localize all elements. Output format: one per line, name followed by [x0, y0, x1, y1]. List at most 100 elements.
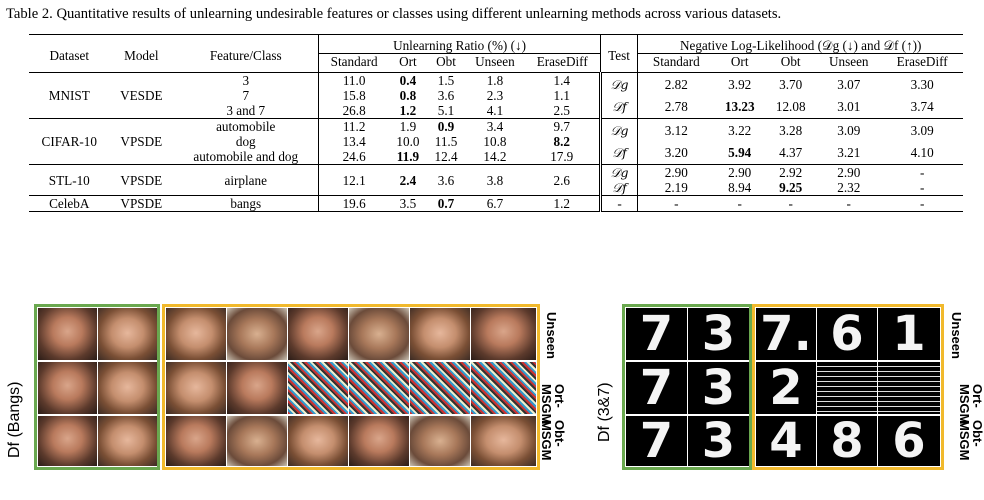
- face-image: [98, 416, 157, 466]
- cell-ratio-obt: 3.6: [437, 172, 455, 188]
- face-image: [471, 416, 536, 466]
- cell-nll-erasediff: 3.30 3.74: [910, 76, 934, 114]
- face-image: [410, 308, 470, 360]
- cell-ratio-ort: 2.4: [399, 172, 417, 188]
- cell-features: 3 7 3 and 7: [226, 73, 266, 118]
- left-green-panel: [34, 304, 160, 470]
- face-image: [410, 416, 470, 466]
- sub-nll-obt: Obt: [780, 54, 801, 69]
- cell-nll-obt: 3.28 4.37: [779, 122, 803, 160]
- header-test: Test: [599, 34, 638, 73]
- cell-nll-ort: -: [737, 196, 742, 211]
- cell-ratio-standard: 19.6: [318, 195, 389, 212]
- cell-ratio-erasediff: 9.7 8.2 17.9: [550, 119, 574, 164]
- header-dataset: Dataset: [29, 34, 110, 73]
- cell-nll-standard: 2.90 2.19: [637, 164, 715, 196]
- cell-dataset: MNIST: [48, 88, 90, 103]
- cell-nll-unseen: 3.07 3.01: [837, 76, 861, 114]
- cell-features: bangs: [230, 196, 262, 211]
- sub-ratio-standard: Standard: [318, 53, 389, 73]
- cell-nll-obt: 3.70 12.08: [775, 76, 806, 114]
- digit-image: 7: [626, 416, 687, 466]
- digit-image: 8: [817, 416, 877, 466]
- row-label-unseen: Unseen: [544, 312, 559, 359]
- face-image: [38, 416, 97, 466]
- sub-nll-standard: Standard: [637, 53, 715, 73]
- face-image: [227, 308, 287, 360]
- cell-test: 𝒟g 𝒟f: [598, 72, 638, 119]
- sub-nll-erasediff: EraseDiff: [896, 54, 948, 69]
- row-label-ort-msgm: Ort- MSGM: [539, 384, 567, 425]
- right-yellow-panel: 7. 6 1 2 4 8 6: [752, 304, 944, 470]
- face-image: [166, 362, 226, 414]
- face-image: [166, 416, 226, 466]
- face-image: [227, 416, 287, 466]
- cell-ratio-erasediff: 1.2: [553, 196, 570, 211]
- sub-ratio-obt: Obt: [436, 54, 456, 69]
- noisy-digit-image: [878, 362, 940, 414]
- digit-image: 2: [756, 362, 816, 414]
- face-image: [38, 362, 97, 414]
- row-label-obt-msgm: Obt- MSGM: [539, 420, 567, 461]
- cell-ratio-unseen: 3.4 10.8 14.2: [483, 119, 507, 164]
- cell-nll-erasediff: 3.09 4.10: [910, 122, 934, 160]
- noisy-digit-image: [817, 362, 877, 414]
- cell-model: VPSDE: [120, 172, 163, 188]
- cell-dataset: CelebA: [49, 196, 90, 211]
- cell-ratio-obt: 0.7: [437, 196, 455, 211]
- face-image: [349, 416, 409, 466]
- cell-features: airplane: [224, 172, 267, 188]
- cell-nll-unseen: -: [846, 196, 851, 211]
- cell-features: automobile dog automobile and dog: [193, 119, 299, 164]
- face-image: [349, 308, 409, 360]
- cell-ratio-obt: 1.5 3.6 5.1: [437, 73, 455, 118]
- face-image: [288, 308, 348, 360]
- face-image: [166, 308, 226, 360]
- cell-ratio-standard: 11.2 13.4 24.6: [318, 118, 389, 165]
- cell-ratio-unseen: 1.8 2.3 4.1: [486, 73, 504, 118]
- cell-ratio-ort: 0.4 0.8 1.2: [399, 73, 417, 118]
- cell-nll-erasediff: -: [919, 196, 925, 211]
- sub-ratio-ort: Ort: [399, 54, 417, 69]
- cell-nll-standard: 3.12 3.20: [637, 118, 715, 165]
- sub-ratio-erasediff: EraseDiff: [536, 54, 588, 69]
- cell-ratio-unseen: 3.8: [486, 172, 504, 188]
- cell-model: VESDE: [120, 88, 163, 103]
- cell-dataset: CIFAR-10: [41, 134, 97, 149]
- digit-image: 3: [688, 416, 749, 466]
- cell-model: VPSDE: [120, 196, 163, 211]
- cell-nll-ort: 3.22 5.94: [728, 122, 752, 160]
- row-label-unseen-right: Unseen: [949, 312, 964, 359]
- cell-nll-unseen: 3.09 3.21: [837, 122, 861, 160]
- digit-image: 1: [878, 308, 940, 360]
- header-unlearning-ratio: Unlearning Ratio (%) (↓): [318, 34, 601, 54]
- face-image: [288, 416, 348, 466]
- face-image: [98, 308, 157, 360]
- cell-nll-ort: 2.90 8.94: [728, 165, 752, 195]
- noisy-face-image: [349, 362, 409, 414]
- face-image: [471, 308, 536, 360]
- digit-image: 7.: [756, 308, 816, 360]
- cell-nll-obt: 2.92 9.25: [779, 165, 803, 195]
- left-yellow-panel: [162, 304, 540, 470]
- right-figure-ylabel: Df (3&7): [596, 382, 613, 442]
- sub-ratio-unseen: Unseen: [475, 54, 515, 69]
- digit-image: 7: [626, 362, 687, 414]
- cell-nll-unseen: 2.90 2.32: [837, 165, 861, 195]
- face-image: [38, 308, 97, 360]
- face-image: [98, 362, 157, 414]
- cell-test: 𝒟g 𝒟f: [598, 118, 638, 165]
- row-label-obt-msgm-right: Obt- MSGM: [957, 420, 984, 461]
- results-table: Dataset Model Feature/Class Unlearning R…: [29, 34, 963, 212]
- cell-nll-standard: -: [637, 195, 715, 212]
- table-row-celeba: CelebA VPSDE bangs 19.6 3.5 0.7 6.7 1.2 …: [29, 195, 963, 212]
- cell-ratio-standard: 11.0 15.8 26.8: [318, 72, 389, 119]
- table-row-cifar10: CIFAR-10 VPSDE automobile dog automobile…: [29, 118, 963, 165]
- digit-image: 3: [688, 362, 749, 414]
- cell-ratio-obt: 0.9 11.5 12.4: [434, 119, 458, 164]
- cell-ratio-erasediff: 1.4 1.1 2.5: [553, 73, 570, 118]
- left-figure-ylabel: Df (Bangs): [6, 381, 23, 458]
- cell-ratio-ort: 3.5: [399, 196, 417, 211]
- cell-ratio-ort: 1.9 10.0 11.9: [396, 119, 420, 164]
- noisy-face-image: [471, 362, 536, 414]
